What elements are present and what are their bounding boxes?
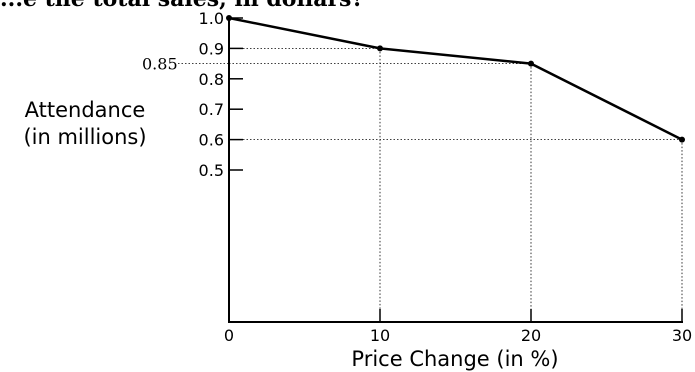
data-point (679, 136, 685, 143)
dotted-guide-lines (178, 48, 683, 322)
y-ticks: 0.5 0.6 0.7 0.8 0.9 1.0 (199, 9, 243, 180)
annotations: 0.85 (142, 55, 178, 74)
y-tick-label: 1.0 (199, 9, 224, 28)
y-tick-label: 0.7 (199, 100, 224, 119)
data-point (226, 15, 232, 21)
data-point (377, 45, 383, 52)
data-point (528, 60, 534, 67)
y-tick-label: 0.6 (199, 131, 224, 150)
x-axis-label: Price Change (in %) (351, 347, 558, 371)
data-points (226, 15, 685, 143)
x-tick-label: 20 (521, 326, 541, 345)
x-tick-label: 30 (672, 326, 692, 345)
x-ticks: 0 10 20 30 (224, 309, 692, 345)
y-tick-label: 0.5 (199, 161, 224, 180)
annotation-label: 0.85 (142, 55, 178, 74)
data-series (228, 16, 683, 141)
x-tick-label: 10 (370, 326, 390, 345)
y-tick-label: 0.8 (199, 70, 224, 89)
series-line (228, 16, 683, 141)
y-tick-label: 0.9 (199, 39, 224, 58)
chart-axes (228, 17, 683, 323)
x-tick-label: 0 (224, 326, 234, 345)
y-axis-label-line2: (in millions) (23, 125, 146, 149)
y-axis-label-line1: Attendance (25, 98, 146, 122)
question-text-fragment: ...e the total sales, in dollars? (0, 0, 695, 12)
